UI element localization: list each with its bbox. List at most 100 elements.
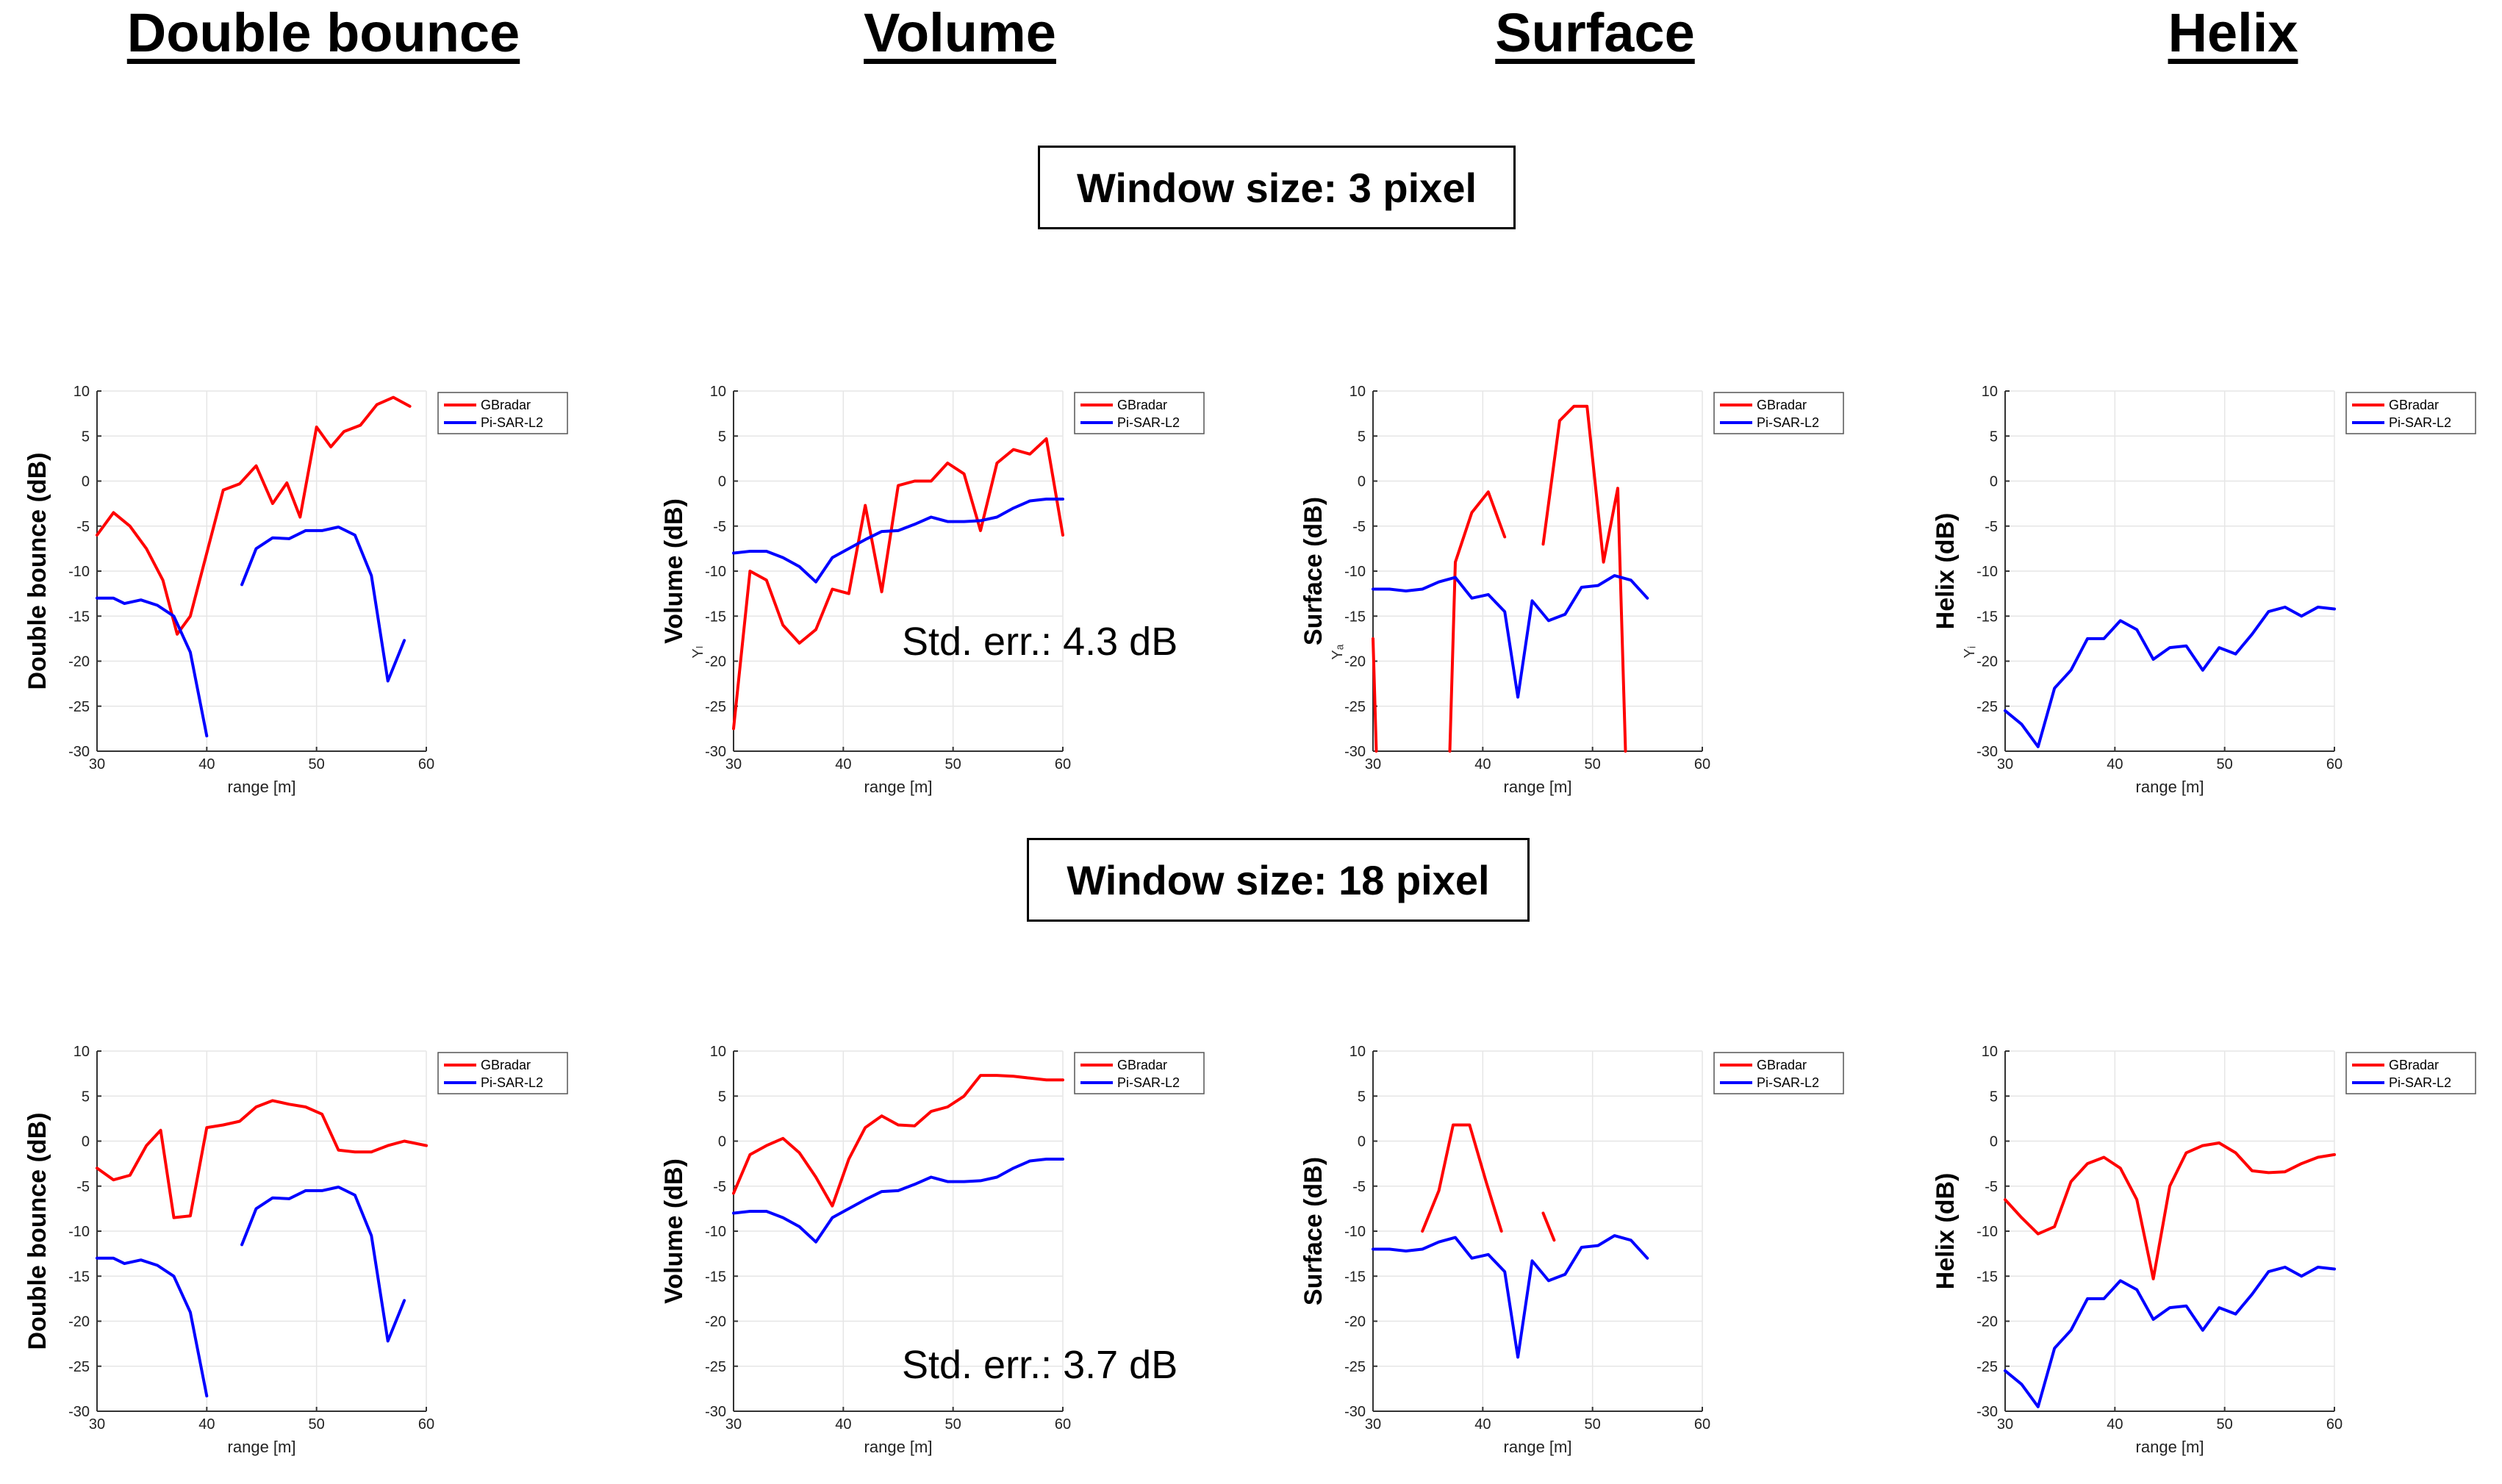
y-tick-label: -10 bbox=[1344, 1224, 1366, 1240]
legend-label: Pi-SAR-L2 bbox=[1117, 415, 1180, 430]
y-tick-label: -20 bbox=[1976, 654, 1998, 670]
column-title-volume: Volume bbox=[864, 2, 1056, 63]
legend-label: Pi-SAR-L2 bbox=[481, 1075, 543, 1090]
legend-label: GBradar bbox=[1757, 1058, 1807, 1072]
y-tick-label: -15 bbox=[1976, 1269, 1998, 1285]
x-tick-label: 40 bbox=[835, 1416, 851, 1433]
x-tick-label: 60 bbox=[418, 1416, 434, 1433]
window-size-label-3px: Window size: 3 pixel bbox=[1038, 146, 1516, 229]
series-line-gbradar bbox=[1541, 1211, 1556, 1242]
series-line-pi-sar-l2 bbox=[1372, 1234, 1649, 1359]
x-tick-label: 50 bbox=[309, 1416, 325, 1433]
x-axis-label: range [m] bbox=[864, 778, 933, 796]
y-tick-label: -30 bbox=[705, 1404, 726, 1420]
y-tick-label: -30 bbox=[1976, 744, 1998, 760]
y-tick-label: -20 bbox=[1344, 654, 1366, 670]
y-tick-label: 5 bbox=[82, 429, 90, 445]
x-tick-label: 60 bbox=[418, 756, 434, 773]
y-axis-label: Helix (dB) bbox=[1932, 1173, 1960, 1290]
x-tick-label: 50 bbox=[1585, 756, 1601, 773]
x-tick-label: 50 bbox=[945, 756, 961, 773]
column-title-double-bounce: Double bounce bbox=[126, 2, 520, 63]
y-tick-label: -5 bbox=[1352, 519, 1366, 535]
y-tick-label: -15 bbox=[1344, 1269, 1366, 1285]
column-title-helix: Helix bbox=[2168, 2, 2298, 63]
x-tick-label: 50 bbox=[2217, 1416, 2233, 1433]
y-tick-label: -25 bbox=[1976, 1359, 1998, 1375]
x-tick-label: 50 bbox=[945, 1416, 961, 1433]
y-tick-label: -10 bbox=[1344, 564, 1366, 580]
x-tick-label: 60 bbox=[1055, 756, 1071, 773]
y-tick-label: 10 bbox=[1982, 384, 1998, 400]
series-line-gbradar bbox=[1372, 637, 1378, 753]
legend-box bbox=[1074, 1052, 1205, 1094]
x-tick-label: 50 bbox=[309, 756, 325, 773]
legend-label: Pi-SAR-L2 bbox=[2389, 415, 2451, 430]
y-tick-label: -10 bbox=[68, 1224, 90, 1240]
series-line-gbradar bbox=[732, 437, 1064, 731]
y-tick-label: -15 bbox=[1976, 609, 1998, 625]
series-line-pi-sar-l2 bbox=[732, 1158, 1064, 1244]
y-tick-label: -10 bbox=[1976, 564, 1998, 580]
y-axis-label: Helix (dB) bbox=[1932, 513, 1960, 630]
y-tick-label: 10 bbox=[710, 1044, 726, 1060]
y-tick-label: 5 bbox=[1990, 429, 1998, 445]
x-tick-label: 60 bbox=[1055, 1416, 1071, 1433]
x-tick-label: 60 bbox=[1694, 756, 1710, 773]
y-tick-label: 0 bbox=[1990, 474, 1998, 490]
y-tick-label: -25 bbox=[1344, 1359, 1366, 1375]
x-tick-label: 30 bbox=[1365, 756, 1381, 773]
legend-box bbox=[1713, 392, 1844, 434]
y-tick-label: -30 bbox=[68, 1404, 90, 1420]
y-tick-label: -25 bbox=[705, 699, 726, 715]
y-axis-label: Surface (dB) bbox=[1300, 497, 1327, 645]
x-tick-label: 40 bbox=[1474, 1416, 1491, 1433]
y-tick-label: -20 bbox=[68, 1314, 90, 1330]
series-line-gbradar bbox=[1421, 1123, 1503, 1233]
y-tick-label: 0 bbox=[1990, 1134, 1998, 1150]
y-tick-label: -10 bbox=[1976, 1224, 1998, 1240]
y-tick-label: -5 bbox=[713, 519, 726, 535]
y-axis-label: Volume (dB) bbox=[660, 498, 688, 644]
legend-label: GBradar bbox=[1757, 398, 1807, 412]
y-tick-label: -5 bbox=[76, 519, 90, 535]
y-tick-label: -15 bbox=[68, 609, 90, 625]
y-tick-label: -15 bbox=[705, 609, 726, 625]
y-tick-label: -10 bbox=[705, 1224, 726, 1240]
x-tick-label: 40 bbox=[2107, 756, 2123, 773]
series-line-gbradar bbox=[1448, 490, 1507, 753]
y-tick-label: 0 bbox=[82, 474, 90, 490]
x-tick-label: 50 bbox=[1585, 1416, 1601, 1433]
y-tick-label: -25 bbox=[1344, 699, 1366, 715]
y-tick-label: -20 bbox=[705, 1314, 726, 1330]
std-err-row1: Std. err.: 4.3 dB bbox=[902, 620, 1178, 664]
legend-label: GBradar bbox=[2389, 1058, 2439, 1072]
y-tick-label: -25 bbox=[1976, 699, 1998, 715]
legend-label: GBradar bbox=[1117, 398, 1167, 412]
x-axis-label: range [m] bbox=[228, 778, 296, 796]
std-err-row2: Std. err.: 3.7 dB bbox=[902, 1343, 1178, 1387]
y-axis-sublabel: Yₗ bbox=[690, 646, 706, 659]
series-line-gbradar bbox=[732, 1074, 1064, 1208]
y-tick-label: -10 bbox=[68, 564, 90, 580]
y-tick-label: 10 bbox=[710, 384, 726, 400]
legend-label: Pi-SAR-L2 bbox=[481, 415, 543, 430]
legend-box bbox=[2345, 1052, 2476, 1094]
y-axis-label: Double bounce (dB) bbox=[24, 453, 51, 690]
legend-label: GBradar bbox=[1117, 1058, 1167, 1072]
y-tick-label: 5 bbox=[82, 1089, 90, 1105]
x-tick-label: 40 bbox=[198, 756, 215, 773]
y-tick-label: -10 bbox=[705, 564, 726, 580]
series-line-gbradar bbox=[96, 1099, 428, 1219]
y-tick-label: -5 bbox=[1985, 519, 1998, 535]
x-tick-label: 50 bbox=[2217, 756, 2233, 773]
series-line-pi-sar-l2 bbox=[1372, 574, 1649, 699]
x-tick-label: 30 bbox=[725, 1416, 742, 1433]
y-tick-label: -25 bbox=[68, 699, 90, 715]
legend-label: Pi-SAR-L2 bbox=[1117, 1075, 1180, 1090]
